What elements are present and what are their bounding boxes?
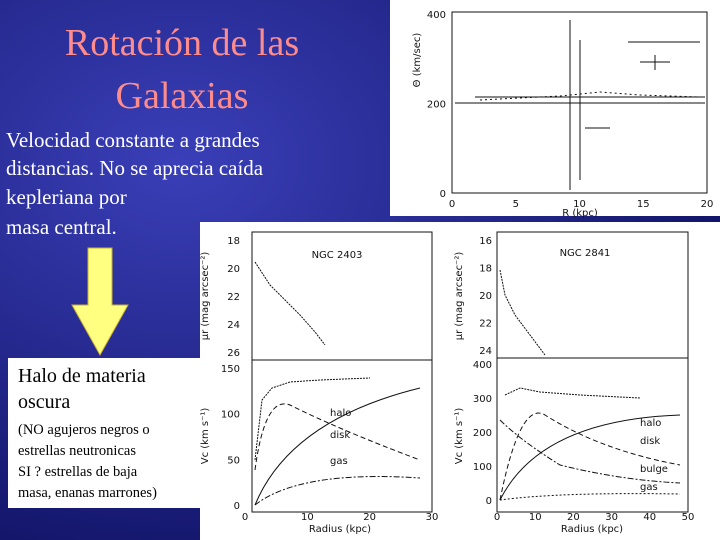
x-axis-label: Radius (kpc) xyxy=(561,524,623,535)
plot-frame xyxy=(251,359,433,513)
y-tick-label: 24 xyxy=(479,346,492,357)
x-tick-label: 20 xyxy=(701,199,714,210)
y-tick-label: 22 xyxy=(227,292,240,303)
figure-panel xyxy=(442,222,720,540)
curve-label: gas xyxy=(330,456,348,467)
rotation-curve xyxy=(254,377,371,461)
bulge-curve xyxy=(499,419,681,484)
text-panel xyxy=(8,358,200,508)
curve-label: disk xyxy=(330,430,350,441)
y-tick-label: 20 xyxy=(227,264,240,275)
body: Velocidad constante a grandes distancias… xyxy=(6,128,264,239)
x-axis-label: R (kpc) xyxy=(562,208,598,219)
curve-label: halo xyxy=(330,408,351,419)
halo-line: oscura xyxy=(18,391,70,413)
x-tick-label: 10 xyxy=(573,199,586,210)
body-line: kepleriana por xyxy=(6,185,127,209)
x-tick-label: 10 xyxy=(301,512,314,523)
y-axis-label: μr (mag arcsec⁻²) xyxy=(200,252,211,341)
halo-line: Halo de materia xyxy=(18,365,146,387)
y-tick-label: 100 xyxy=(473,462,492,473)
rotation-curve xyxy=(504,387,641,399)
gas-curve xyxy=(499,493,681,501)
y-axis-label: Vc (km s⁻¹) xyxy=(454,408,465,465)
title: Rotación de las Galaxias xyxy=(65,22,299,117)
galaxy-name: NGC 2403 xyxy=(312,250,363,261)
figure-panel xyxy=(390,0,720,216)
y-tick-label: 400 xyxy=(427,10,446,21)
disk-curve xyxy=(499,412,681,501)
x-tick-label: 40 xyxy=(643,512,656,523)
y-tick-label: 18 xyxy=(227,236,240,247)
plot-frame xyxy=(451,11,708,194)
profile xyxy=(499,269,546,356)
x-tick-label: 20 xyxy=(567,512,580,523)
x-tick-label: 30 xyxy=(605,512,618,523)
halo-curve xyxy=(254,387,421,506)
curve-label: bulge xyxy=(640,464,668,475)
body-line: Velocidad constante a grandes xyxy=(6,128,260,152)
gas-curve xyxy=(254,476,421,506)
curve-label: disk xyxy=(640,436,660,447)
disk-curve xyxy=(254,403,421,471)
title-line: Galaxias xyxy=(116,75,249,117)
note-line: (NO agujeros negros o xyxy=(18,422,150,438)
x-tick-label: 0 xyxy=(494,512,500,523)
error-bars xyxy=(585,41,700,129)
y-tick-label: 150 xyxy=(221,364,240,375)
note-line: estrellas neutronicas xyxy=(18,443,136,459)
y-tick-label: 16 xyxy=(479,236,492,247)
guide-lines xyxy=(455,20,705,190)
galaxy-name: NGC 2841 xyxy=(560,248,611,259)
y-tick-label: 300 xyxy=(473,394,492,405)
x-tick-label: 10 xyxy=(529,512,542,523)
title-line: Rotación de las xyxy=(65,22,299,64)
y-tick-label: 18 xyxy=(479,264,492,275)
y-tick-label: 22 xyxy=(479,319,492,330)
y-tick-label: 200 xyxy=(473,428,492,439)
curve-label: halo xyxy=(640,418,661,429)
figure-panel xyxy=(200,222,442,540)
arrow xyxy=(71,247,129,357)
halo-text: Halo de materia oscura xyxy=(18,365,146,413)
y-tick-label: 0 xyxy=(234,501,240,512)
y-tick-label: 0 xyxy=(486,496,492,507)
curve-label: gas xyxy=(640,482,658,493)
y-tick-label: 50 xyxy=(227,455,240,466)
x-tick-label: 0 xyxy=(242,512,248,523)
x-axis-label: Radius (kpc) xyxy=(309,524,371,535)
y-axis-label: Θ (km/sec) xyxy=(412,33,423,88)
profile xyxy=(254,261,326,346)
x-tick-label: 50 xyxy=(682,512,695,523)
y-tick-label: 26 xyxy=(227,348,240,359)
y-tick-label: 0 xyxy=(440,189,446,200)
x-tick-label: 0 xyxy=(449,199,455,210)
y-tick-label: 20 xyxy=(479,291,492,302)
body-line: masa central. xyxy=(6,215,117,239)
halo-curve xyxy=(499,414,681,501)
note-line: SI ? estrellas de baja xyxy=(18,464,138,480)
body-line: distancias. No se aprecia caída xyxy=(6,156,264,180)
x-tick-label: 15 xyxy=(637,199,650,210)
y-tick-label: 400 xyxy=(473,360,492,371)
x-tick-label: 30 xyxy=(426,512,439,523)
rotation-curve xyxy=(479,91,701,101)
y-tick-label: 100 xyxy=(221,410,240,421)
y-tick-label: 200 xyxy=(427,100,446,111)
plot-frame xyxy=(496,357,689,513)
y-tick-label: 24 xyxy=(227,320,240,331)
note-line: masa, enanas marrones) xyxy=(18,485,157,501)
figure-labels: Θ (km/sec) R (kpc) NGC 2403 μr (mag arcs… xyxy=(200,33,668,535)
y-axis-label: Vc (km s⁻¹) xyxy=(200,408,211,465)
x-tick-label: 5 xyxy=(513,199,519,210)
x-tick-label: 20 xyxy=(363,512,376,523)
y-axis-label: μr (mag arcsec⁻²) xyxy=(454,252,465,341)
note-text: (NO agujeros negros o estrellas neutroni… xyxy=(18,422,157,501)
